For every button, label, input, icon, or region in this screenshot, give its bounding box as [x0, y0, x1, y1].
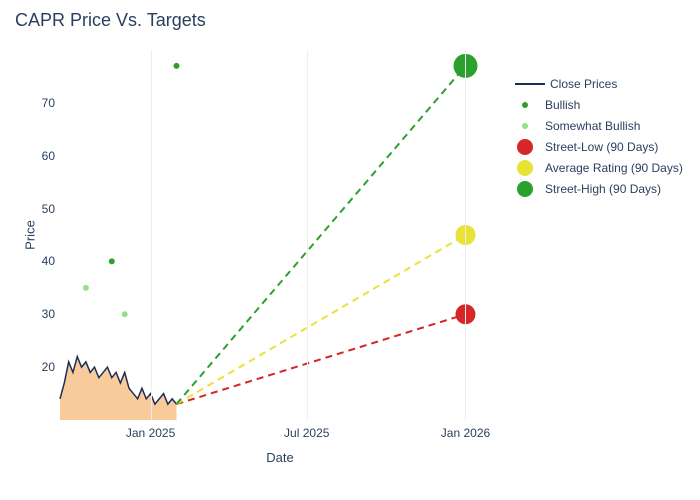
legend-label: Street-High (90 Days) [545, 182, 661, 196]
somewhat-bullish-point [83, 285, 89, 291]
target-line-street-high [176, 66, 465, 404]
y-tick-label: 50 [0, 202, 55, 216]
legend: Close Prices Bullish Somewhat Bullish Stree… [515, 75, 683, 201]
legend-item: Bullish [515, 96, 683, 114]
legend-item: Street-High (90 Days) [515, 180, 683, 198]
y-tick-label: 70 [0, 96, 55, 110]
target-line-average-rating [176, 235, 465, 404]
legend-item: Street-Low (90 Days) [515, 138, 683, 156]
bullish-point [173, 63, 179, 69]
bullish-point [109, 258, 115, 264]
close-prices-area [60, 357, 176, 420]
legend-swatch [522, 102, 528, 108]
grid-line [465, 50, 466, 420]
chart-title: CAPR Price Vs. Targets [15, 10, 206, 31]
somewhat-bullish-point [122, 311, 128, 317]
x-tick-label: Jan 2026 [441, 426, 490, 440]
chart-svg [60, 50, 500, 420]
x-axis-label: Date [266, 450, 293, 465]
legend-label: Street-Low (90 Days) [545, 140, 658, 154]
y-tick-label: 40 [0, 254, 55, 268]
legend-swatch [517, 181, 533, 197]
y-tick-label: 60 [0, 149, 55, 163]
legend-label: Bullish [545, 98, 580, 112]
legend-item: Somewhat Bullish [515, 117, 683, 135]
plot-area: Price Date Jan 2025Jul 2025Jan 2026 [60, 50, 500, 420]
legend-label: Close Prices [550, 77, 617, 91]
y-tick-label: 20 [0, 360, 55, 374]
legend-swatch [517, 139, 533, 155]
grid-line [151, 50, 152, 420]
legend-swatch [517, 160, 533, 176]
legend-swatch [515, 83, 545, 85]
x-tick-label: Jan 2025 [126, 426, 175, 440]
legend-label: Somewhat Bullish [545, 119, 640, 133]
legend-item: Close Prices [515, 75, 683, 93]
price-target-chart: CAPR Price Vs. Targets Price Date Jan 20… [0, 0, 700, 500]
legend-item: Average Rating (90 Days) [515, 159, 683, 177]
x-tick-label: Jul 2025 [284, 426, 329, 440]
target-line-street-low [176, 314, 465, 404]
legend-label: Average Rating (90 Days) [545, 161, 683, 175]
y-tick-label: 30 [0, 307, 55, 321]
grid-line [307, 50, 308, 420]
y-axis-label: Price [22, 220, 37, 250]
legend-swatch [522, 123, 528, 129]
